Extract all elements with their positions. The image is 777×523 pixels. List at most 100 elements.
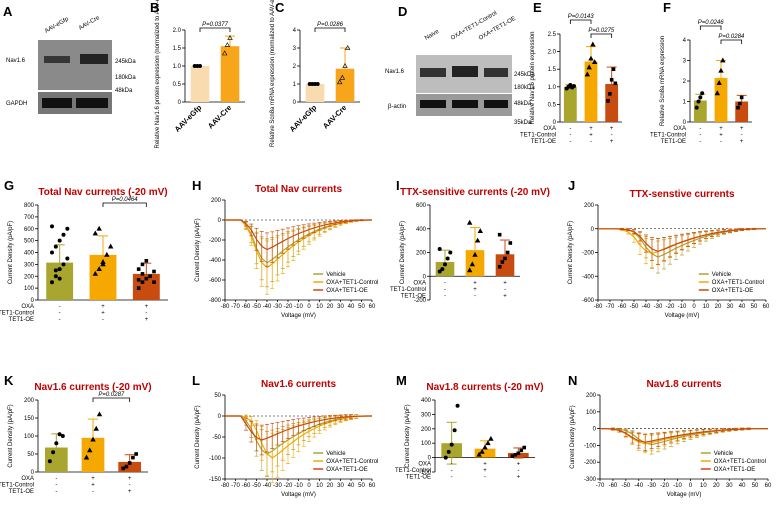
legend-label-J-0: Vehicle [712, 272, 732, 278]
x-axis-label-L: Voltage (mV) [281, 492, 316, 498]
x-tick-label-L-7: -10 [294, 483, 303, 489]
cond-sign-I-0-2: + [503, 280, 507, 286]
point-G-2-1 [140, 280, 145, 284]
cond-sign-G-1-1: + [101, 311, 105, 317]
cond-sign-F-2-1: - [720, 139, 722, 145]
point-I-2-4 [508, 241, 513, 245]
panel-letter-g: G [4, 178, 14, 193]
point-M-0-4 [455, 403, 460, 408]
point-F-2-2 [739, 95, 744, 100]
x-tick-label-N-6: -10 [673, 483, 682, 489]
y-tick-label-N-4: 100 [586, 410, 597, 416]
y-tick-label-L-1: -100 [209, 456, 222, 462]
y-tick-label-N-3: 0 [593, 427, 597, 433]
legend-label-N-2: OXA+TET1-OE [714, 467, 756, 473]
point-K-0-0 [47, 459, 52, 464]
cond-sign-E-2-0: - [569, 139, 571, 145]
cond-sign-F-0-0: - [699, 126, 701, 132]
point-M-0-3 [452, 428, 457, 433]
point-G-1-6 [96, 225, 102, 231]
point-C-1-0 [336, 79, 343, 85]
legend-label-N-0: Vehicle [714, 451, 734, 457]
x-tick-label-H-0: -80 [221, 304, 230, 310]
point-B-1-0 [221, 50, 228, 56]
legend-label-H-0: Vehicle [326, 272, 346, 278]
point-G-0-4 [65, 256, 70, 261]
point-K-1-3 [93, 425, 99, 431]
cond-sign-I-1-0: - [444, 287, 446, 293]
y-tick-label-K-2: 100 [24, 434, 35, 440]
panel-d: D Naive OXA+TET1-Control OXA+TET1-OE Nav… [385, 4, 535, 126]
point-K-2-3 [131, 455, 135, 460]
panel-k: K Nav1.6 currents (-20 mV) 0 50 100 150 200 Cur… [0, 373, 152, 495]
point-K-1-2 [90, 436, 96, 442]
point-C-0-3 [315, 82, 320, 86]
point-I-1-0 [466, 267, 473, 273]
legend-label-L-0: Vehicle [326, 451, 346, 457]
legend-label-N-1: OXA+TET1-Control [714, 459, 766, 465]
panel-h: H Total Nav currents-800-600-400-2000200C… [192, 178, 378, 319]
point-F-0-1 [696, 99, 701, 104]
blot-d-marker-180: 180kDa [514, 85, 535, 91]
x-tick-label-C-1: AAV-Cre [321, 103, 348, 130]
y-tick-label-G-8: 800 [24, 203, 35, 209]
blot-d-band-1 [420, 68, 446, 77]
point-F-2-0 [736, 105, 740, 110]
point-G-0-9 [65, 226, 70, 231]
cond-sign-E-1-1: + [589, 133, 593, 139]
panel-letter-h: H [192, 178, 201, 193]
point-E-2-3 [611, 67, 616, 71]
cond-sign-M-1-1: + [483, 468, 487, 474]
x-tick-label-H-9: 10 [316, 304, 323, 310]
point-I-2-0 [497, 264, 502, 269]
x-tick-label-L-6: -20 [284, 483, 293, 489]
point-E-0-4 [571, 84, 576, 89]
panel-a: A AAV-eGfp AAV-Cre Nav1.6 GAPDH 245kDa 1… [3, 4, 136, 114]
point-E-2-0 [606, 99, 610, 103]
y-axis-label-B: Relative Nav1.6 protein expression (norm… [155, 0, 161, 148]
point-K-0-1 [51, 450, 56, 455]
point-B-1-2 [227, 34, 233, 40]
y-tick-label-H-2: -400 [209, 258, 222, 264]
blot-d-marker-35: 35kDa [514, 120, 532, 126]
y-tick-label-B-0: 0 [178, 100, 182, 106]
cond-sign-I-2-0: - [444, 293, 446, 299]
y-tick-label-K-4: 200 [24, 398, 35, 404]
sig-bracket-B-0 [199, 27, 231, 32]
x-tick-label-H-8: 0 [307, 304, 311, 310]
cond-sign-M-1-0: - [451, 468, 453, 474]
point-E-1-4 [591, 59, 598, 65]
blot-d-actin-band-3 [484, 100, 508, 108]
y-tick-label-G-6: 600 [24, 227, 35, 233]
y-tick-label-K-0: 0 [31, 470, 35, 476]
cond-label-G-1: TET1-Control [0, 311, 34, 317]
y-tick-label-F-1: 1 [683, 100, 687, 106]
y-tick-label-I-0: -200 [414, 298, 427, 304]
point-C-1-2 [342, 62, 348, 68]
y-axis-label-L: Current Density (pA/pF) [195, 405, 201, 468]
x-tick-label-L-0: -80 [221, 483, 230, 489]
point-G-2-5 [136, 267, 141, 271]
point-K-1-1 [87, 447, 93, 453]
point-F-0-3 [700, 91, 705, 96]
point-M-0-0 [443, 455, 448, 460]
sig-label-F-1: P=0.0284 [718, 34, 745, 40]
point-I-0-2 [443, 262, 447, 267]
point-G-0-11 [53, 268, 58, 273]
cond-sign-F-0-1: + [719, 126, 723, 132]
x-tick-label-N-2: -50 [622, 483, 631, 489]
point-I-0-3 [445, 256, 450, 261]
panel-letter-e: E [533, 0, 542, 15]
y-tick-label-F-3: 3 [683, 59, 687, 65]
point-M-1-0 [476, 451, 482, 457]
point-G-1-5 [92, 230, 99, 236]
x-axis-label-N: Voltage (mV) [667, 492, 702, 498]
x-tick-label-H-6: -20 [284, 304, 293, 310]
point-M-2-1 [513, 452, 518, 457]
cond-sign-F-2-2: + [740, 139, 744, 145]
point-G-0-6 [53, 244, 58, 249]
point-F-1-0 [714, 90, 721, 96]
point-G-2-10 [136, 278, 141, 282]
